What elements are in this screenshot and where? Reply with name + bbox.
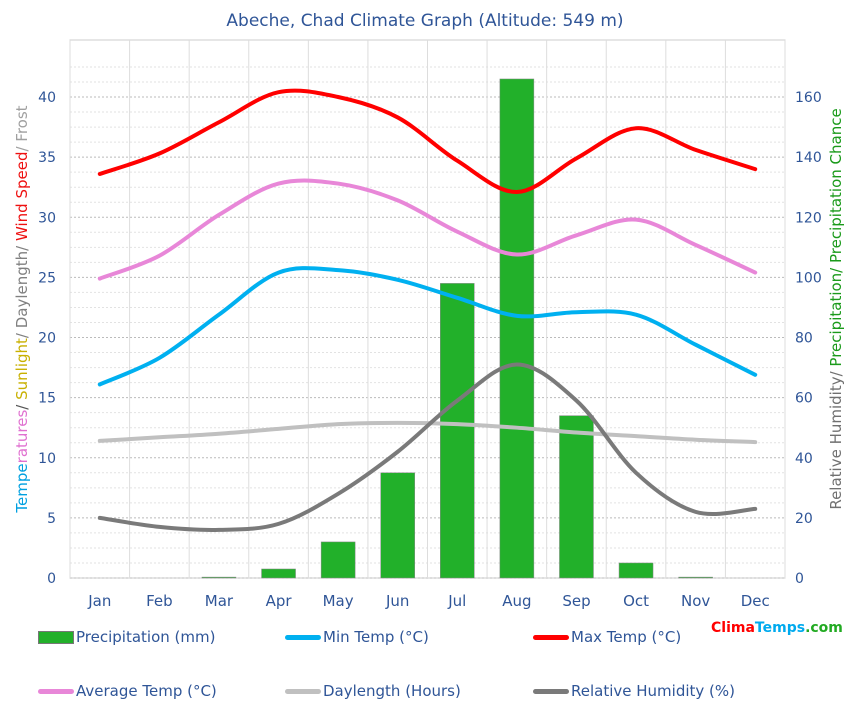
ylabel-left-part: Sunlight [13, 338, 31, 400]
logo-part: .com [805, 620, 843, 636]
y-left-tick: 20 [38, 331, 56, 347]
y-right-tick: 40 [795, 451, 813, 467]
x-tick-label: Dec [741, 592, 770, 610]
legend-item[interactable]: Max Temp (°C) [533, 628, 681, 646]
ylabel-right: Relative Humidity/ Precipitation/ Precip… [827, 108, 845, 509]
ylabel-left-part: Wind Speed [13, 151, 31, 242]
x-tick-label: Jul [447, 592, 466, 610]
y-right-tick: 140 [795, 150, 822, 166]
precip-bar-oct [618, 562, 654, 579]
precip-bar-apr [261, 568, 296, 579]
y-right-tick: 100 [795, 270, 822, 286]
climatemps-logo[interactable]: ClimaTemps.com [711, 620, 843, 636]
x-tick-label: Jun [385, 592, 409, 610]
precip-bar-aug [499, 78, 535, 579]
legend-label: Average Temp (°C) [76, 682, 217, 700]
y-right-tick: 160 [795, 90, 822, 106]
ylabel-right-part: Relative Humidity/ [827, 366, 845, 510]
y-left-tick: 10 [38, 451, 56, 467]
ylabel-left-part: / Frost [13, 105, 31, 152]
legend-swatch [38, 688, 74, 694]
legend-item[interactable]: Daylength (Hours) [285, 682, 461, 700]
precip-bar-jul [440, 283, 475, 579]
x-tick-label: Mar [205, 592, 234, 610]
y-left-tick: 0 [47, 571, 56, 587]
precip-bar-jun [380, 472, 415, 579]
legend-swatch [533, 688, 569, 694]
ylabel-left-part: ratures [13, 409, 31, 464]
ylabel-left-part: / Daylength/ [13, 241, 31, 339]
legend-swatch [285, 634, 321, 640]
ylabel-left-part: / [13, 399, 31, 410]
legend-item[interactable]: Relative Humidity (%) [533, 682, 735, 700]
x-tick-label: Nov [681, 592, 710, 610]
x-tick-label: Feb [146, 592, 173, 610]
logo-part: Clima [711, 620, 755, 636]
ylabel-left-part: Tempe [13, 463, 31, 513]
ylabel-right-part: Precipitation/ Precipitation Chance [827, 108, 845, 367]
legend-swatch [38, 630, 74, 644]
y-right-tick: 0 [795, 571, 804, 587]
x-tick-label: Aug [502, 592, 531, 610]
x-tick-label: Sep [562, 592, 590, 610]
series-line-max-temp [97, 88, 758, 194]
series-line-min-temp [97, 266, 758, 387]
legend-label: Max Temp (°C) [571, 628, 682, 646]
y-right-tick: 80 [795, 331, 813, 347]
logo-part: Temps [754, 620, 806, 636]
legend-label: Daylength (Hours) [323, 682, 461, 700]
y-left-tick: 25 [38, 270, 56, 286]
legend-label: Min Temp (°C) [323, 628, 429, 646]
legend-item[interactable]: Average Temp (°C) [38, 682, 217, 700]
y-left-tick: 15 [38, 391, 56, 407]
y-right-tick: 60 [795, 391, 813, 407]
precip-bar-mar [201, 576, 237, 579]
y-left-tick: 5 [47, 511, 56, 527]
legend-swatch [285, 688, 321, 694]
x-tick-label: Jan [87, 592, 111, 610]
series-line-average-temp [97, 178, 758, 281]
legend-label: Relative Humidity (%) [571, 682, 735, 700]
legend-swatch [533, 634, 569, 640]
legend-label: Precipitation (mm) [76, 628, 216, 646]
y-right-tick: 20 [795, 511, 813, 527]
precip-bar-may [320, 541, 356, 579]
y-left-tick: 35 [38, 150, 56, 166]
legend-item[interactable]: Precipitation (mm) [38, 628, 215, 646]
precip-bar-nov [678, 576, 713, 579]
y-left-tick: 30 [38, 210, 56, 226]
series-line-relative [97, 362, 758, 532]
ylabel-left: Temperatures/ Sunlight/ Daylength/ Wind … [13, 105, 31, 512]
chart-title: Abeche, Chad Climate Graph (Altitude: 54… [226, 11, 623, 31]
y-left-tick: 40 [38, 90, 56, 106]
x-tick-label: Apr [266, 592, 293, 610]
x-tick-label: May [323, 592, 354, 610]
y-right-tick: 120 [795, 210, 822, 226]
precip-bar-sep [559, 415, 594, 579]
legend-item[interactable]: Min Temp (°C) [285, 628, 429, 646]
x-tick-label: Oct [623, 592, 649, 610]
